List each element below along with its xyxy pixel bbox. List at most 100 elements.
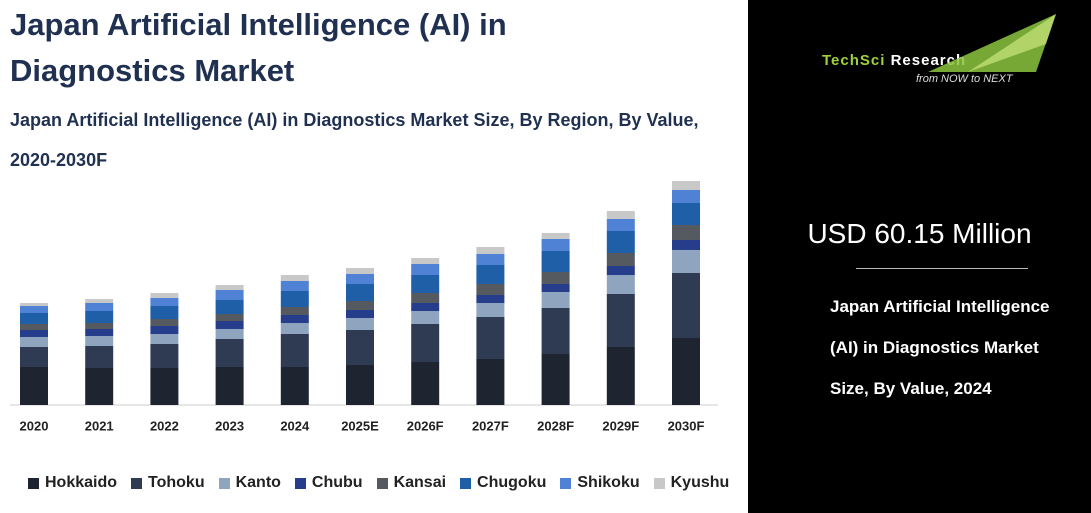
bar-segment — [280, 367, 309, 405]
bar-segment — [346, 274, 374, 284]
bar-segment — [541, 251, 570, 272]
legend-item: Tohoku — [131, 474, 205, 492]
bar-segment — [280, 315, 309, 323]
bar-segment — [215, 339, 244, 367]
bar-segment — [606, 347, 635, 405]
bar-segment — [85, 323, 114, 329]
bar-segment — [215, 329, 244, 339]
bar-segment — [150, 326, 179, 334]
bar-segment — [541, 239, 570, 251]
legend-item: Kansai — [376, 474, 447, 492]
market-description: Japan Artificial Intelligence (AI) in Di… — [830, 297, 1050, 398]
bar-segment — [411, 311, 440, 324]
legend-swatch — [460, 477, 472, 489]
bar-segment — [476, 303, 505, 317]
bar-segment — [280, 323, 309, 334]
legend-swatch — [294, 477, 306, 489]
chart: 2020 2021 2022 2023 2024 2025E 2026F 2027F 2028F… — [10, 181, 718, 433]
bar-segment — [672, 181, 700, 190]
bar-segment — [280, 275, 309, 281]
bar-segment — [20, 367, 48, 405]
bar-segment — [215, 367, 244, 405]
legend-item: Chugoku — [460, 474, 546, 492]
x-tick-label: 2030F — [668, 418, 705, 433]
logo-text: TechSci — [822, 52, 886, 69]
bar-segment — [150, 319, 179, 326]
bar-segment — [20, 324, 48, 330]
legend-item: Chubu — [294, 474, 363, 492]
bar-segment — [541, 308, 570, 354]
x-tick-label: 2020 — [20, 418, 49, 433]
bar-segment — [606, 219, 635, 231]
bar-segment — [85, 299, 114, 303]
bar-segment — [476, 359, 505, 405]
bar-segment — [215, 300, 244, 314]
bar-segment — [346, 318, 374, 330]
bar-segment — [85, 368, 114, 405]
bar-segment — [672, 250, 700, 273]
bar-segment — [20, 313, 48, 324]
bar-segment — [606, 211, 635, 219]
chart-title: Japan Artificial Intelligence (AI) in Di… — [10, 7, 507, 88]
bar-segment — [476, 265, 505, 284]
bar-segment — [280, 281, 309, 291]
bar-segment — [541, 272, 570, 284]
legend-label: Hokkaido — [45, 474, 118, 491]
bar-segment — [476, 247, 505, 254]
bar-segment — [672, 338, 700, 405]
bar-segment — [541, 292, 570, 308]
bar-segment — [20, 330, 48, 337]
bar-segment — [672, 240, 700, 250]
bar-segment — [606, 253, 635, 266]
legend-label: Kyushu — [670, 474, 730, 491]
legend-item: Shikoku — [560, 474, 640, 492]
legend-swatch — [28, 477, 39, 489]
bar-segment — [606, 266, 635, 275]
legend-label: Shikoku — [577, 474, 640, 491]
x-tick-label: 2029F — [602, 418, 639, 433]
bar-segment — [150, 293, 179, 298]
bar-segment — [672, 273, 700, 338]
bar-segment — [672, 203, 700, 225]
bar-segment — [476, 295, 505, 303]
x-tick-label: 2022 — [150, 418, 179, 433]
bar-segment — [541, 354, 570, 405]
bar-segment — [541, 233, 570, 239]
bar-segment — [150, 298, 179, 306]
legend: Hokkaido Tohoku Kanto Chubu Kansai Chugoku Shi… — [28, 474, 729, 492]
bar-segment — [476, 317, 505, 359]
bar-segment — [20, 337, 48, 347]
bar-segment — [346, 284, 374, 301]
bar-segment — [280, 334, 309, 367]
bar-segment — [85, 346, 114, 368]
chart-subtitle: Japan Artificial Intelligence (AI) in Di… — [10, 110, 699, 170]
bar-segment — [85, 329, 114, 336]
divider — [856, 268, 1028, 269]
bar-segment — [411, 258, 440, 264]
bar-segment — [346, 301, 374, 310]
bar-segment — [280, 307, 309, 315]
legend-item: Hokkaido — [28, 474, 117, 492]
bar-segment — [346, 310, 374, 318]
bar-segment — [411, 324, 440, 362]
market-size: USD 60.15 Million — [807, 218, 1032, 249]
bar-segment — [215, 314, 244, 321]
legend-item: Kyushu — [653, 474, 730, 492]
legend-label: Chubu — [311, 474, 363, 491]
bar-segment — [215, 290, 244, 300]
bar-segment — [476, 254, 505, 265]
legend-swatch — [218, 477, 230, 489]
bar-segment — [346, 330, 374, 365]
bar-segment — [672, 190, 700, 203]
x-tick-label: 2026F — [407, 418, 444, 433]
bar-segment — [346, 365, 374, 405]
legend-item: Kanto — [218, 474, 281, 492]
side-panel: TechSci Research from NOW to NEXT USD 60… — [748, 0, 1091, 513]
bar-segment — [280, 291, 309, 307]
tagline: from NOW to NEXT — [916, 73, 1013, 85]
bar-segment — [606, 231, 635, 253]
legend-swatch — [376, 477, 388, 489]
bar-segment — [215, 285, 244, 290]
legend-label: Kansai — [393, 474, 447, 491]
bar-segment — [476, 284, 505, 295]
